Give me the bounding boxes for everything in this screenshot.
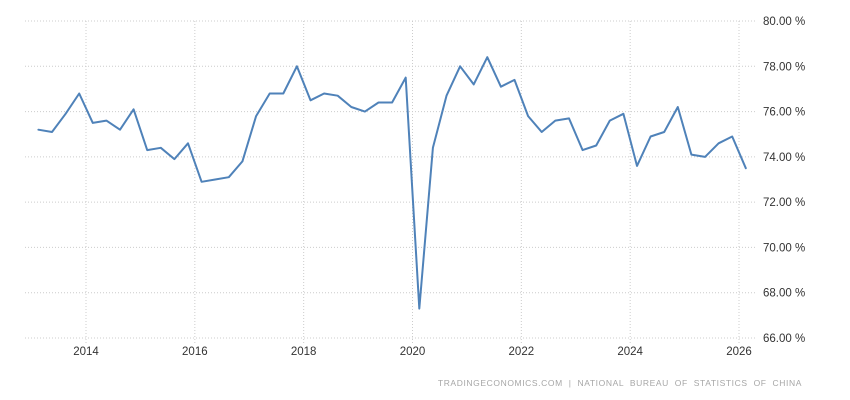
x-tick-label: 2018	[291, 346, 317, 358]
y-tick-label: 80.00 %	[763, 16, 805, 28]
y-tick-label: 66.00 %	[763, 333, 805, 345]
y-tick-label: 76.00 %	[763, 107, 805, 119]
x-tick-label: 2016	[182, 346, 208, 358]
chart-attribution: TRADINGECONOMICS.COM | NATIONAL BUREAU O…	[438, 377, 802, 389]
y-tick-label: 78.00 %	[763, 61, 805, 73]
x-tick-label: 2022	[509, 346, 535, 358]
y-tick-label: 72.00 %	[763, 197, 805, 209]
x-tick-label: 2020	[400, 346, 426, 358]
y-tick-label: 70.00 %	[763, 242, 805, 254]
data-line-series	[37, 56, 747, 310]
x-tick-label: 2026	[726, 346, 752, 358]
x-tick-label: 2024	[617, 346, 643, 358]
attribution-text: TRADINGECONOMICS.COM | NATIONAL BUREAU O…	[437, 378, 802, 388]
y-tick-label: 74.00 %	[763, 152, 805, 164]
x-tick-label: 2014	[73, 346, 99, 358]
y-tick-label: 68.00 %	[763, 288, 805, 300]
